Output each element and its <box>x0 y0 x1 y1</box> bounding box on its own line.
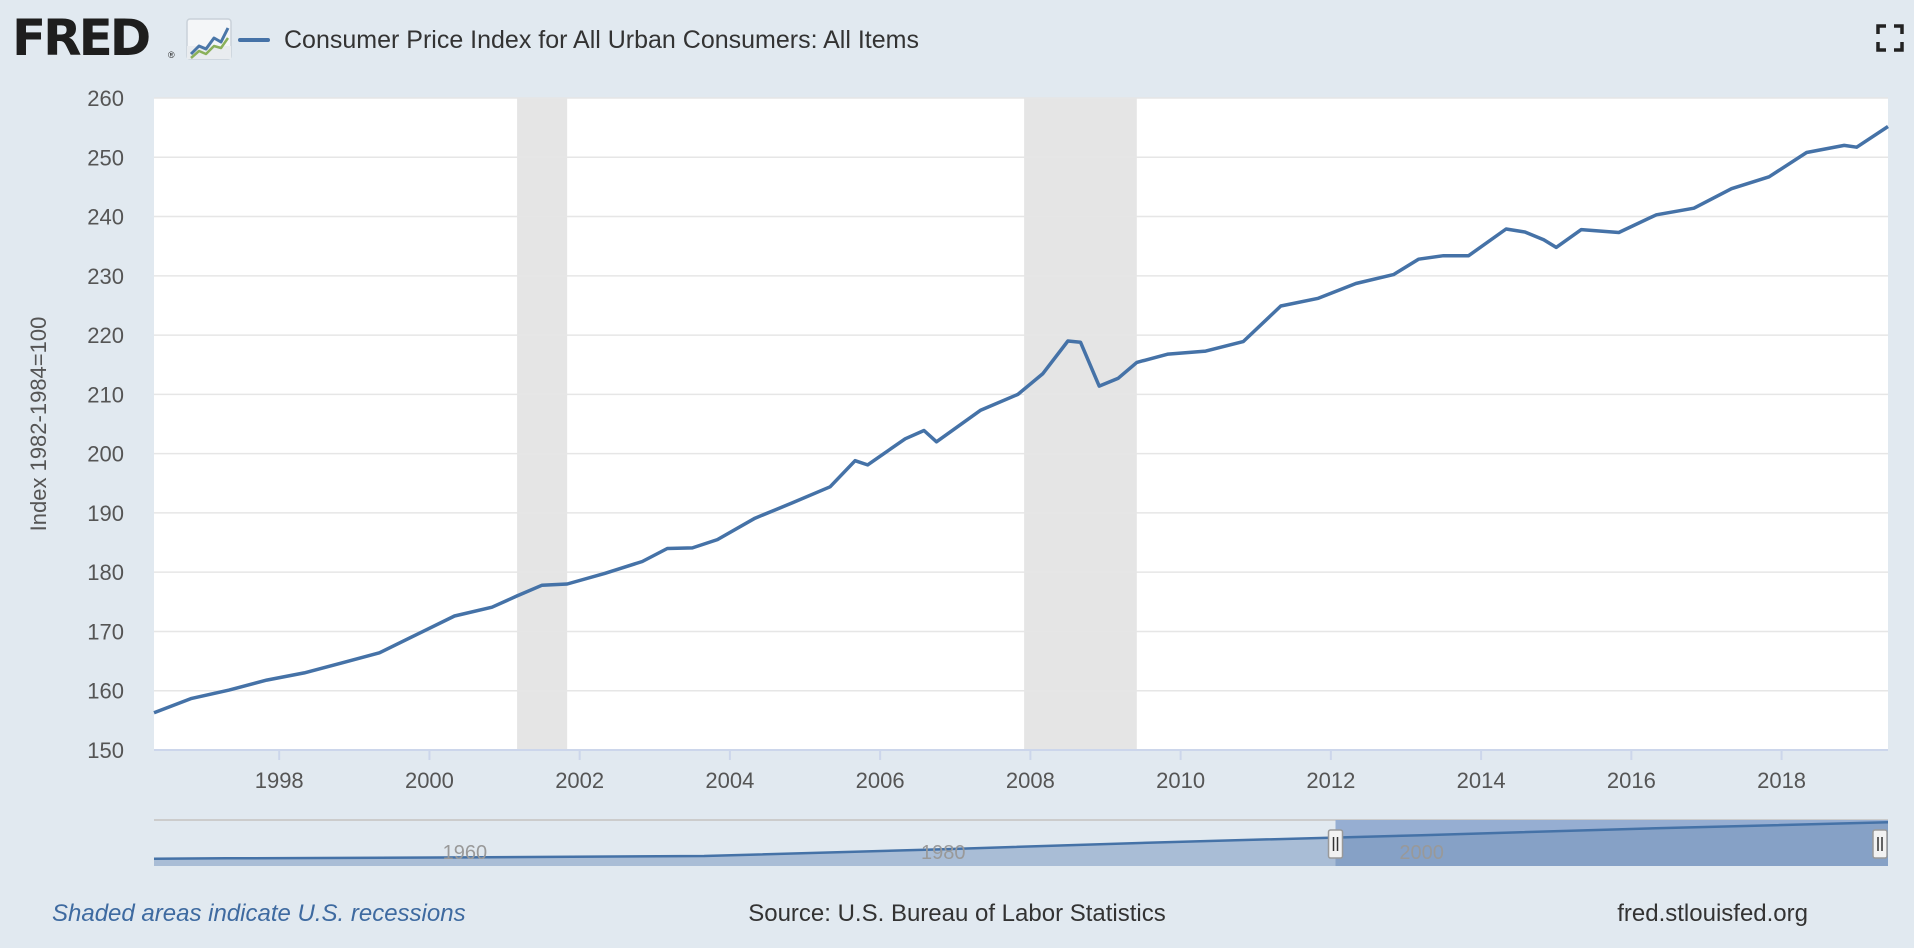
cpi-line-chart: 150 160 170 180 190 200 210 220 230 240 250 260 199… <box>26 86 1889 866</box>
site-link[interactable]: fred.stlouisfed.org <box>1617 900 1808 927</box>
x-tick-label: 2016 <box>1607 768 1656 793</box>
x-tick-label: 2012 <box>1306 768 1355 793</box>
chart-legend: Consumer Price Index for All Urban Consu… <box>238 22 919 58</box>
recession-band <box>1024 98 1137 750</box>
x-tick-label: 2008 <box>1006 768 1055 793</box>
recession-note: Shaded areas indicate U.S. recessions <box>52 900 466 927</box>
range-navigator[interactable]: 1960 1980 2000 <box>153 819 1889 866</box>
x-tick-label: 2002 <box>555 768 604 793</box>
y-tick-label: 240 <box>87 205 124 230</box>
plot-area <box>154 98 1888 750</box>
navigator-handle[interactable] <box>1327 829 1344 859</box>
navigator-year-label: 1980 <box>921 842 966 864</box>
x-tick-label: 2000 <box>405 768 454 793</box>
legend-series-label: Consumer Price Index for All Urban Consu… <box>284 25 919 54</box>
y-tick-label: 210 <box>87 382 124 407</box>
x-tick-label: 1998 <box>255 768 304 793</box>
legend-swatch <box>238 38 270 42</box>
x-tick-label: 2018 <box>1757 768 1806 793</box>
y-axis-label: Index 1982-1984=100 <box>26 317 51 532</box>
fullscreen-icon[interactable] <box>1876 24 1904 52</box>
y-tick-label: 230 <box>87 264 124 289</box>
navigator-year-label: 2000 <box>1399 842 1444 864</box>
source-note: Source: U.S. Bureau of Labor Statistics <box>748 900 1166 927</box>
y-tick-label: 200 <box>87 442 124 467</box>
navigator-line <box>153 821 1889 860</box>
x-tick-label: 2010 <box>1156 768 1205 793</box>
y-tick-label: 220 <box>87 323 124 348</box>
navigator-handle[interactable] <box>1872 829 1888 859</box>
registered-mark: ® <box>168 50 175 60</box>
fred-graph-icon <box>186 18 232 60</box>
y-tick-label: 170 <box>87 619 124 644</box>
recession-band <box>517 98 568 750</box>
y-tick-label: 260 <box>87 86 124 111</box>
fred-logo[interactable]: FRED ® <box>12 10 232 66</box>
y-tick-label: 180 <box>87 560 124 585</box>
y-tick-label: 150 <box>87 738 124 763</box>
x-tick-label: 2006 <box>856 768 905 793</box>
navigator-selection-overlay <box>1335 820 1888 866</box>
fred-wordmark: FRED <box>12 9 151 67</box>
y-tick-label: 190 <box>87 501 124 526</box>
navigator-year-label: 1960 <box>443 842 488 864</box>
header: FRED ® Consumer Price Index for All Urba… <box>0 0 1914 80</box>
y-tick-label: 250 <box>87 145 124 170</box>
navigator-area <box>154 822 1888 866</box>
x-tick-label: 2004 <box>705 768 754 793</box>
x-tick-label: 2014 <box>1457 768 1506 793</box>
cpi-series-line[interactable] <box>153 125 1889 715</box>
y-tick-label: 160 <box>87 679 124 704</box>
